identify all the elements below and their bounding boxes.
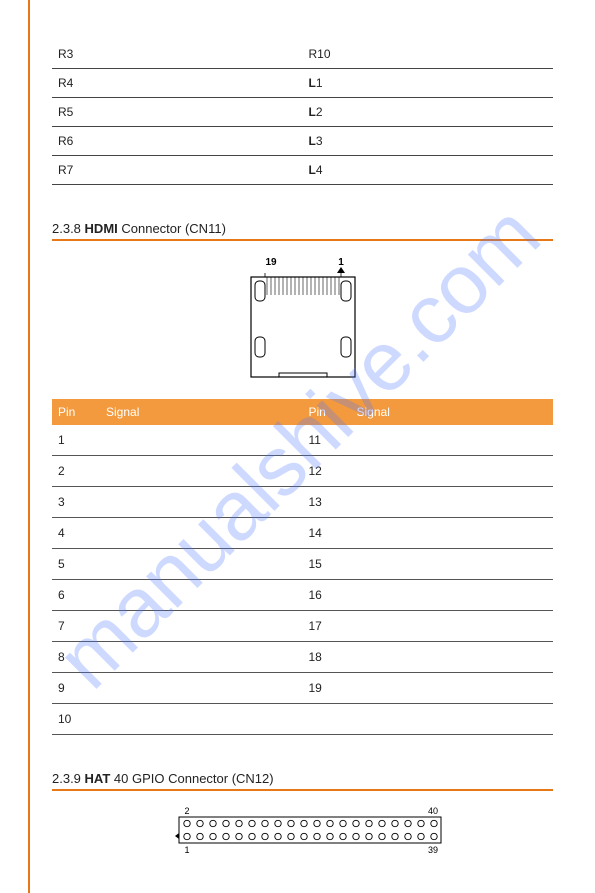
table-cell: R6	[52, 127, 303, 156]
table-cell: 13	[303, 487, 351, 518]
table-cell	[303, 704, 351, 735]
gpio-label-1: 1	[184, 845, 189, 855]
orange-rule	[52, 239, 553, 241]
section-238-number: 2.3.8	[52, 221, 81, 236]
table-cell	[351, 704, 554, 735]
table-cell	[351, 580, 554, 611]
table-row: 3 13	[52, 487, 553, 518]
table-cell: R3	[52, 40, 303, 69]
gpio-label-39: 39	[427, 845, 437, 855]
gpio-label-2: 2	[184, 806, 189, 816]
table-cell	[351, 673, 554, 704]
table-cell: 12	[303, 456, 351, 487]
table-row: R4L1	[52, 69, 553, 98]
table-cell: R5	[52, 98, 303, 127]
table-cell	[100, 673, 303, 704]
gpio-label-40: 40	[427, 806, 437, 816]
table-cell: L2	[303, 98, 554, 127]
table-cell	[100, 456, 303, 487]
table-cell: 4	[52, 518, 100, 549]
table-cell	[100, 704, 303, 735]
table-cell: L1	[303, 69, 554, 98]
table-cell: 2	[52, 456, 100, 487]
table-row: 7 17	[52, 611, 553, 642]
signal-header-1: Signal	[100, 399, 303, 425]
section-238-heading: 2.3.8 HDMI Connector (CN11)	[52, 221, 553, 236]
table-row: R7L4	[52, 156, 553, 185]
table-cell	[351, 518, 554, 549]
section-239-heading: 2.3.9 HAT 40 GPIO Connector (CN12)	[52, 771, 553, 786]
table-cell: 18	[303, 642, 351, 673]
table-row: 4 14	[52, 518, 553, 549]
table-cell: 16	[303, 580, 351, 611]
section-239-bold: HAT	[85, 771, 111, 786]
table-row: 111	[52, 425, 553, 456]
table-row: 2 12	[52, 456, 553, 487]
pin-signal-table: Pin Signal Pin Signal 111212313414515616…	[52, 399, 553, 735]
table-cell: 17	[303, 611, 351, 642]
table-cell: L3	[303, 127, 554, 156]
table-row: 5 15	[52, 549, 553, 580]
table-cell: 1	[52, 425, 100, 456]
table-row: 10	[52, 704, 553, 735]
table-cell: 6	[52, 580, 100, 611]
hdmi-label-1: 1	[338, 257, 344, 268]
table-row: R6L3	[52, 127, 553, 156]
section-239-rest: 40 GPIO Connector (CN12)	[110, 771, 273, 786]
table-cell: 8	[52, 642, 100, 673]
table-cell	[351, 487, 554, 518]
r-l-mapping-table: R3R10R4L1R5L2R6L3R7L4	[52, 40, 553, 185]
page-content: R3R10R4L1R5L2R6L3R7L4 2.3.8 HDMI Connect…	[0, 0, 595, 885]
table-cell: 5	[52, 549, 100, 580]
gpio-diagram: 2 40 1 39	[52, 805, 553, 855]
table-cell	[351, 549, 554, 580]
table-cell	[100, 611, 303, 642]
table-cell	[100, 580, 303, 611]
table-cell: 14	[303, 518, 351, 549]
section-239-number: 2.3.9	[52, 771, 81, 786]
pin-header-1: Pin	[52, 399, 100, 425]
orange-rule-2	[52, 789, 553, 791]
section-238-bold: HDMI	[85, 221, 118, 236]
table-cell: L4	[303, 156, 554, 185]
table-row: R3R10	[52, 40, 553, 69]
table-cell: 9	[52, 673, 100, 704]
table-row: 6 16	[52, 580, 553, 611]
table-cell: 11	[303, 425, 351, 456]
hdmi-diagram: 19 1	[52, 255, 553, 383]
table-cell	[351, 425, 554, 456]
pin-header-2: Pin	[303, 399, 351, 425]
table-cell	[351, 611, 554, 642]
table-cell	[100, 518, 303, 549]
table-row: 9 19	[52, 673, 553, 704]
table-cell	[351, 456, 554, 487]
signal-header-2: Signal	[351, 399, 554, 425]
table-row: 8 18	[52, 642, 553, 673]
section-238-rest: Connector (CN11)	[118, 221, 226, 236]
table-cell	[100, 642, 303, 673]
table-cell: R7	[52, 156, 303, 185]
table-cell: R4	[52, 69, 303, 98]
table-cell	[351, 642, 554, 673]
table-cell: 7	[52, 611, 100, 642]
table-row: R5L2	[52, 98, 553, 127]
table-cell: 10	[52, 704, 100, 735]
table-cell: R10	[303, 40, 554, 69]
table-cell: 3	[52, 487, 100, 518]
table-cell	[100, 549, 303, 580]
table-cell: 15	[303, 549, 351, 580]
table-cell	[100, 425, 303, 456]
hdmi-label-19: 19	[265, 257, 277, 268]
table-cell: 19	[303, 673, 351, 704]
table-cell	[100, 487, 303, 518]
